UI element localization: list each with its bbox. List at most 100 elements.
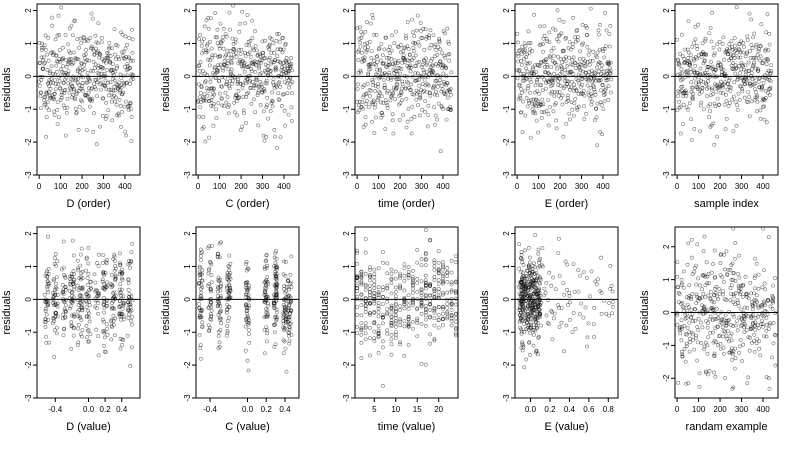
- data-point: [552, 71, 557, 76]
- data-point: [748, 49, 753, 54]
- data-point: [121, 300, 126, 305]
- data-point: [45, 287, 50, 292]
- data-point: [209, 304, 214, 309]
- data-point: [686, 107, 691, 112]
- data-point: [242, 61, 247, 65]
- data-point: [541, 264, 545, 269]
- data-point: [603, 44, 608, 49]
- data-point: [453, 302, 458, 307]
- data-point: [376, 96, 381, 100]
- data-point: [731, 94, 736, 99]
- y-tick-label: 0: [342, 74, 351, 79]
- data-point: [733, 43, 737, 48]
- data-point: [235, 79, 240, 84]
- data-point: [227, 315, 232, 320]
- data-point: [428, 341, 433, 346]
- data-point: [766, 48, 771, 53]
- data-point: [528, 135, 533, 140]
- data-point: [570, 79, 574, 84]
- data-point: [719, 73, 724, 78]
- data-point: [756, 305, 761, 310]
- data-point: [84, 305, 89, 310]
- data-point: [437, 78, 442, 83]
- data-point: [526, 246, 531, 250]
- data-point: [585, 335, 590, 340]
- data-point: [534, 325, 539, 330]
- data-point: [45, 279, 50, 284]
- data-point: [47, 340, 52, 345]
- data-point: [555, 90, 560, 94]
- data-point: [764, 375, 769, 380]
- data-point: [773, 363, 778, 368]
- data-point: [704, 260, 709, 265]
- data-point: [80, 285, 85, 290]
- data-point: [683, 88, 688, 93]
- data-point: [412, 41, 417, 45]
- data-point: [771, 341, 776, 346]
- data-point: [289, 321, 293, 326]
- data-point: [762, 104, 767, 109]
- data-point: [218, 317, 222, 322]
- data-point: [608, 23, 613, 28]
- x-tick-label: 0.2: [100, 405, 112, 414]
- data-point: [423, 296, 428, 301]
- data-point: [393, 276, 398, 281]
- data-point: [432, 92, 437, 97]
- data-point: [218, 277, 223, 282]
- data-point: [712, 142, 717, 147]
- data-point: [388, 51, 392, 56]
- data-point: [218, 288, 223, 293]
- data-point: [714, 89, 719, 94]
- data-point: [104, 100, 109, 105]
- data-point: [683, 332, 688, 337]
- data-point: [372, 321, 377, 326]
- data-point: [683, 312, 688, 317]
- data-point: [576, 91, 581, 96]
- data-point: [752, 31, 757, 36]
- data-point: [76, 267, 81, 272]
- data-point: [267, 42, 272, 47]
- data-point: [599, 255, 604, 260]
- data-point: [282, 259, 286, 264]
- data-point: [215, 289, 220, 294]
- data-point: [77, 293, 82, 298]
- data-point: [604, 28, 609, 33]
- data-point: [113, 263, 118, 268]
- data-point: [432, 291, 437, 296]
- data-point: [373, 105, 377, 110]
- data-point: [55, 108, 60, 112]
- data-point: [76, 309, 80, 314]
- data-point: [740, 359, 745, 363]
- data-point: [566, 302, 570, 307]
- data-point: [399, 91, 404, 96]
- data-point: [273, 251, 278, 256]
- data-point: [102, 83, 107, 88]
- data-point: [287, 302, 292, 307]
- data-point: [355, 273, 360, 278]
- data-point: [708, 297, 713, 302]
- data-point: [747, 114, 752, 119]
- data-point: [532, 12, 537, 17]
- data-point: [607, 32, 612, 36]
- data-point: [373, 83, 378, 88]
- data-point: [370, 78, 375, 83]
- data-point: [543, 70, 548, 75]
- data-point: [550, 83, 555, 88]
- data-point: [359, 269, 364, 274]
- data-point: [68, 86, 72, 91]
- data-point: [355, 294, 360, 299]
- data-point: [537, 314, 542, 319]
- data-point: [379, 42, 384, 47]
- data-point: [102, 71, 107, 76]
- data-point: [198, 105, 203, 110]
- data-point: [97, 252, 101, 257]
- data-point: [63, 275, 68, 280]
- data-point: [95, 80, 100, 85]
- data-point: [228, 79, 233, 83]
- data-point: [410, 286, 415, 291]
- data-point: [288, 272, 293, 277]
- data-point: [729, 39, 734, 44]
- data-point: [697, 82, 701, 87]
